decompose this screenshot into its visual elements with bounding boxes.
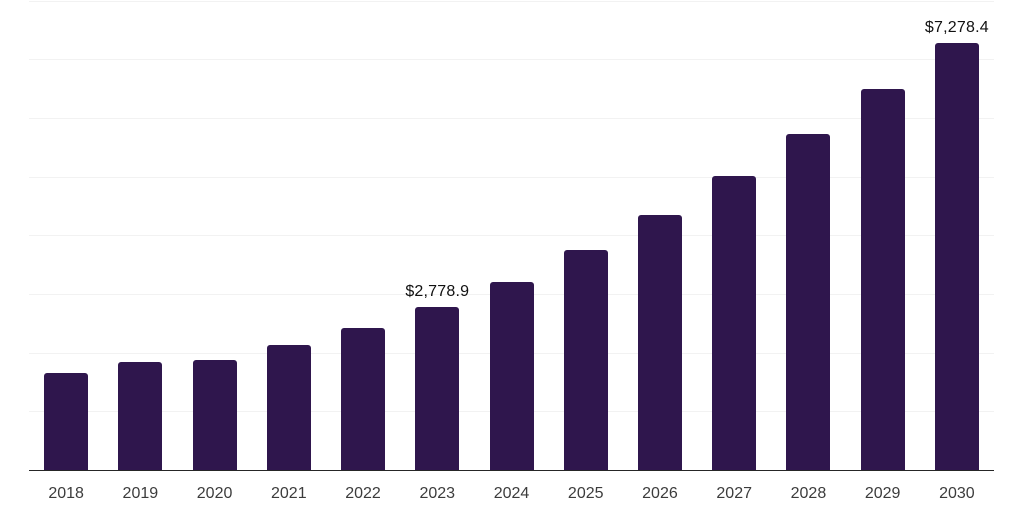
x-axis-label-2026: 2026 [642, 485, 678, 502]
bar-2020[interactable] [192, 359, 237, 470]
bar-2023[interactable] [415, 306, 460, 470]
bar-2018[interactable] [44, 373, 89, 470]
bar-2029[interactable] [860, 89, 905, 470]
x-axis-label-2021: 2021 [271, 485, 307, 502]
gridline-5000 [29, 176, 994, 178]
bar-2028[interactable] [786, 133, 831, 470]
bar-2025[interactable] [563, 249, 608, 470]
x-axis-label-2025: 2025 [567, 485, 604, 502]
gridline-4000 [29, 235, 994, 237]
x-axis-label-2029: 2029 [864, 485, 901, 502]
x-axis-line [29, 470, 994, 471]
x-axis-label-2020: 2020 [196, 485, 233, 502]
bar-2024[interactable] [489, 281, 534, 470]
x-axis-label-2019: 2019 [122, 485, 159, 502]
x-axis-label-2023: 2023 [419, 485, 456, 502]
bar-2019[interactable] [118, 362, 163, 470]
gridline-6000 [29, 117, 994, 119]
bar-2022[interactable] [341, 328, 386, 470]
bar-value-label-2023: $2,778.9 [405, 282, 470, 300]
x-axis-label-2018: 2018 [48, 485, 84, 502]
x-axis-label-2030: 2030 [939, 485, 975, 502]
bar-2030[interactable] [934, 42, 979, 470]
bar-2026[interactable] [637, 214, 682, 470]
gridline-7000 [29, 59, 994, 61]
x-axis-label-2027: 2027 [716, 485, 752, 502]
x-axis-label-2024: 2024 [493, 485, 530, 502]
bar-2021[interactable] [266, 344, 311, 470]
gridline-8000 [29, 0, 994, 2]
x-axis-label-2022: 2022 [345, 485, 381, 502]
bar-2027[interactable] [712, 175, 757, 470]
x-axis-label-2028: 2028 [790, 485, 827, 502]
bar-value-label-2030: $7,278.4 [924, 18, 989, 36]
